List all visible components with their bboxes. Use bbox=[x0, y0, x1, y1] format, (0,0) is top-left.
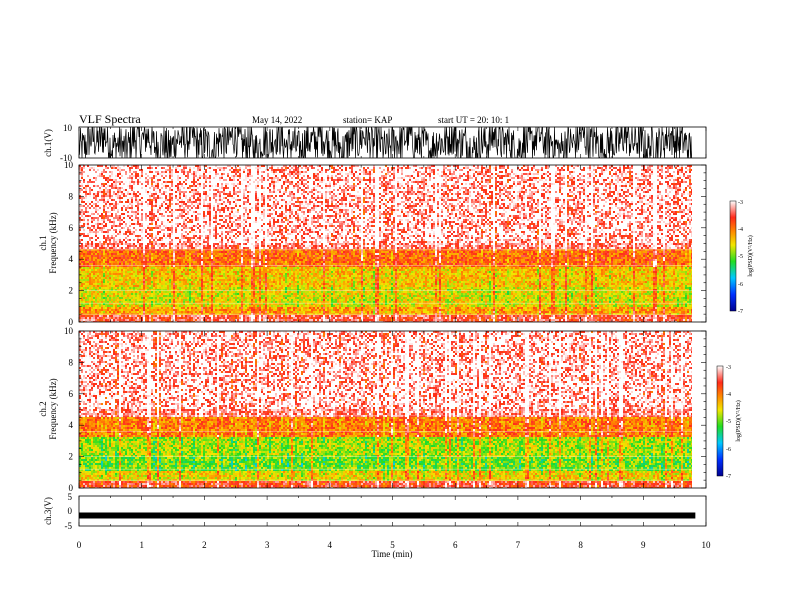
x-axis-tick-label: 6 bbox=[453, 540, 458, 550]
ch3-waveform-trace bbox=[79, 513, 695, 519]
date-label: May 14, 2022 bbox=[252, 115, 302, 125]
ch1-colorbar-label: log(PSD)(V²/Hz) bbox=[747, 235, 754, 276]
ch2-spectrogram-ylabel-frequency: Frequency (kHz) bbox=[48, 378, 58, 439]
x-axis-tick-label: 4 bbox=[328, 540, 333, 550]
ch3-waveform-xticks bbox=[79, 496, 706, 526]
ch3-waveform-ylabel: ch.3(V) bbox=[43, 497, 53, 525]
ch3-waveform-panel: 5 0 -5 ch.3(V) bbox=[43, 492, 706, 531]
ch2-spectrogram-ytick-label: 4 bbox=[69, 420, 74, 430]
ch1-colorbar-tick-m3: -3 bbox=[738, 200, 743, 206]
ch1-waveform-ylabel: ch.1(V) bbox=[43, 129, 53, 157]
ch2-spectrogram-ytick-label: 8 bbox=[69, 357, 74, 367]
ch1-waveform-line bbox=[79, 127, 695, 158]
x-axis-tick-label: 9 bbox=[641, 540, 646, 550]
ch1-spectrogram-ytick-label: 2 bbox=[69, 286, 74, 296]
ch2-colorbar-scale bbox=[717, 366, 723, 476]
ch2-colorbar-tick-m7: -7 bbox=[726, 474, 731, 480]
ch1-spectrogram-image bbox=[79, 165, 706, 323]
ch1-colorbar-tick-m7: -7 bbox=[738, 309, 743, 315]
ch2-spectrogram-ytick-label: 6 bbox=[69, 389, 74, 399]
x-axis-tick-label: 8 bbox=[578, 540, 583, 550]
ch3-ytick-mid: 0 bbox=[68, 506, 73, 516]
ch1-colorbar-tick-m4: -4 bbox=[738, 227, 743, 233]
ch3-waveform-frame bbox=[79, 496, 706, 526]
ch1-spectrogram-ylabel-frequency: Frequency (kHz) bbox=[48, 212, 58, 273]
ch2-colorbar-tick-m4: -4 bbox=[726, 392, 731, 398]
ch3-ytick-top: 5 bbox=[68, 492, 73, 502]
ch1-colorbar-tick-m5: -5 bbox=[738, 254, 743, 260]
x-axis-tick-label: 2 bbox=[202, 540, 207, 550]
ch1-colorbar-tick-m6: -6 bbox=[738, 282, 743, 288]
ch1-ytick-top: 10 bbox=[63, 123, 73, 133]
ch2-spectrogram-ytick-label: 2 bbox=[69, 452, 74, 462]
ch2-colorbar-tick-m6: -6 bbox=[726, 447, 731, 453]
station-label: station= KAP bbox=[343, 115, 392, 125]
x-axis-tick-label: 0 bbox=[77, 540, 82, 550]
ch3-ytick-bottom: -5 bbox=[65, 521, 73, 531]
ch2-colorbar-tick-m5: -5 bbox=[726, 419, 731, 425]
ch2-colorbar: -3 -4 -5 -6 -7 log(PSD)(V²/Hz) bbox=[717, 365, 742, 480]
ch1-waveform-trace bbox=[79, 127, 695, 158]
ch2-spectrogram-image bbox=[79, 331, 706, 489]
x-axis-tick-label: 3 bbox=[265, 540, 270, 550]
ch1-spectrogram-ytick-label: 8 bbox=[69, 191, 74, 201]
ch2-colorbar-tick-m3: -3 bbox=[726, 365, 731, 371]
ch1-spectrogram-ytick-label: 6 bbox=[69, 223, 74, 233]
ch1-spectrogram-ylabel-channel: ch.1 bbox=[38, 235, 48, 250]
ch1-colorbar: -3 -4 -5 -6 -7 log(PSD)(V²/Hz) bbox=[730, 200, 754, 315]
ch2-colorbar-label: log(PSD)(V²/Hz) bbox=[735, 400, 742, 441]
figure-title: VLF Spectra bbox=[79, 112, 141, 126]
ch1-waveform-panel: 10 -10 ch.1(V) bbox=[43, 123, 706, 163]
x-axis-label: Time (min) bbox=[372, 549, 413, 559]
ch1-spectrogram-ytick-label: 10 bbox=[64, 160, 74, 170]
start-time-label: start UT = 20: 10: 1 bbox=[438, 115, 509, 125]
ch1-colorbar-scale bbox=[730, 201, 736, 311]
ch3-waveform-band bbox=[79, 513, 695, 519]
ch1-spectrogram-ytick-label: 4 bbox=[69, 254, 74, 264]
ch2-spectrogram-ytick-label: 10 bbox=[64, 326, 74, 336]
x-axis-tick-label: 10 bbox=[702, 540, 712, 550]
x-axis-tick-label: 1 bbox=[139, 540, 144, 550]
x-axis-tick-label: 7 bbox=[516, 540, 521, 550]
ch2-spectrogram-ylabel-channel: ch.2 bbox=[38, 401, 48, 416]
